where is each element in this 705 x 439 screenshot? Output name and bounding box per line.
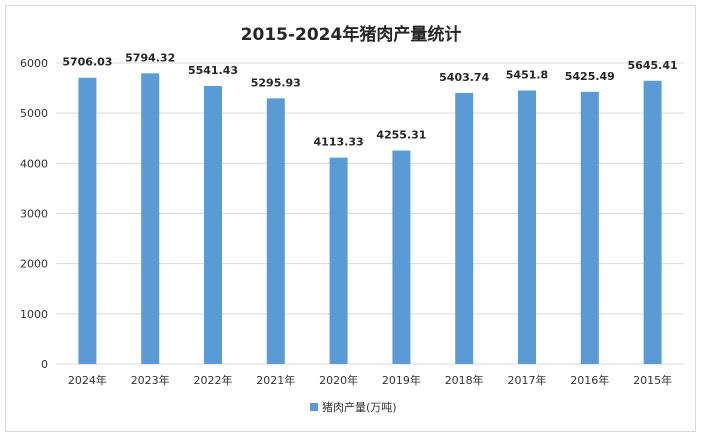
x-tick-label: 2015年	[633, 373, 672, 387]
x-tick-label: 2017年	[508, 373, 547, 387]
bar	[78, 77, 97, 364]
x-tick-label: 2024年	[68, 373, 107, 387]
x-tick-label: 2018年	[445, 373, 484, 387]
x-tick-label: 2023年	[131, 373, 170, 387]
y-tick-label: 3000	[20, 208, 48, 221]
gridlines	[56, 62, 684, 365]
bar	[580, 91, 599, 364]
bar	[266, 98, 285, 364]
y-tick-label: 2000	[20, 258, 48, 271]
legend-label: 猪肉产量(万吨)	[322, 400, 397, 414]
bar	[392, 150, 411, 364]
data-label: 5706.03	[62, 56, 112, 69]
x-tick-label: 2020年	[319, 373, 358, 387]
legend: 猪肉产量(万吨)	[310, 400, 397, 414]
bar	[329, 157, 348, 364]
data-label: 5794.32	[125, 51, 175, 64]
legend-swatch	[310, 403, 318, 411]
data-labels: 5706.03 5794.32 5541.43 5295.93 4113.33 4255.…	[62, 51, 677, 148]
data-label: 4255.31	[376, 129, 426, 142]
bar	[204, 86, 222, 364]
chart-title: 2015-2024年猪肉产量统计	[241, 24, 462, 45]
chart-frame: 2015-2024年猪肉产量统计 0 1000 2000 3000 4000 5000 60…	[5, 5, 696, 432]
x-tick-label: 2019年	[382, 373, 421, 387]
y-tick-label: 6000	[20, 57, 48, 70]
data-label: 5295.93	[251, 76, 301, 89]
x-tick-label: 2016年	[570, 373, 609, 387]
bar	[518, 90, 536, 364]
x-tick-label: 2022年	[194, 373, 233, 387]
data-label: 5541.43	[188, 64, 238, 77]
y-tick-label: 1000	[20, 308, 48, 321]
x-axis-ticks: 2024年 2023年 2022年 2021年 2020年 2019年 2018年 2017年…	[68, 373, 672, 387]
bar	[455, 92, 474, 364]
bar	[141, 73, 160, 364]
data-label: 5645.41	[628, 59, 678, 72]
bars	[78, 73, 662, 364]
data-label: 5403.74	[439, 71, 489, 84]
y-tick-label: 0	[41, 358, 48, 371]
chart-svg: 2015-2024年猪肉产量统计 0 1000 2000 3000 4000 5000 60…	[20, 24, 684, 414]
x-tick-label: 2021年	[256, 373, 295, 387]
y-axis-ticks: 0 1000 2000 3000 4000 5000 6000	[20, 57, 48, 371]
bar	[643, 80, 662, 364]
data-label: 5451.8	[506, 69, 548, 82]
data-label: 5425.49	[565, 70, 615, 83]
y-tick-label: 4000	[20, 157, 48, 170]
y-tick-label: 5000	[20, 107, 48, 120]
data-label: 4113.33	[314, 136, 364, 149]
